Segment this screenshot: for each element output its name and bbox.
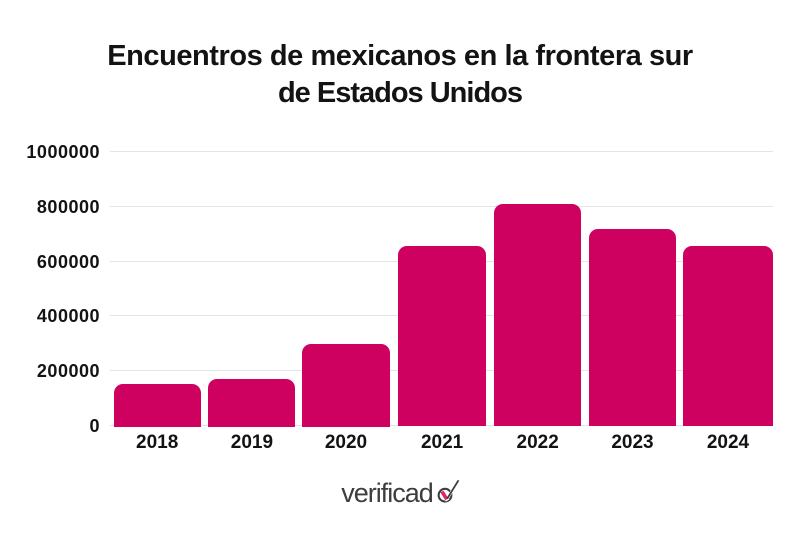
svg-text:verificad: verificad (341, 478, 433, 508)
